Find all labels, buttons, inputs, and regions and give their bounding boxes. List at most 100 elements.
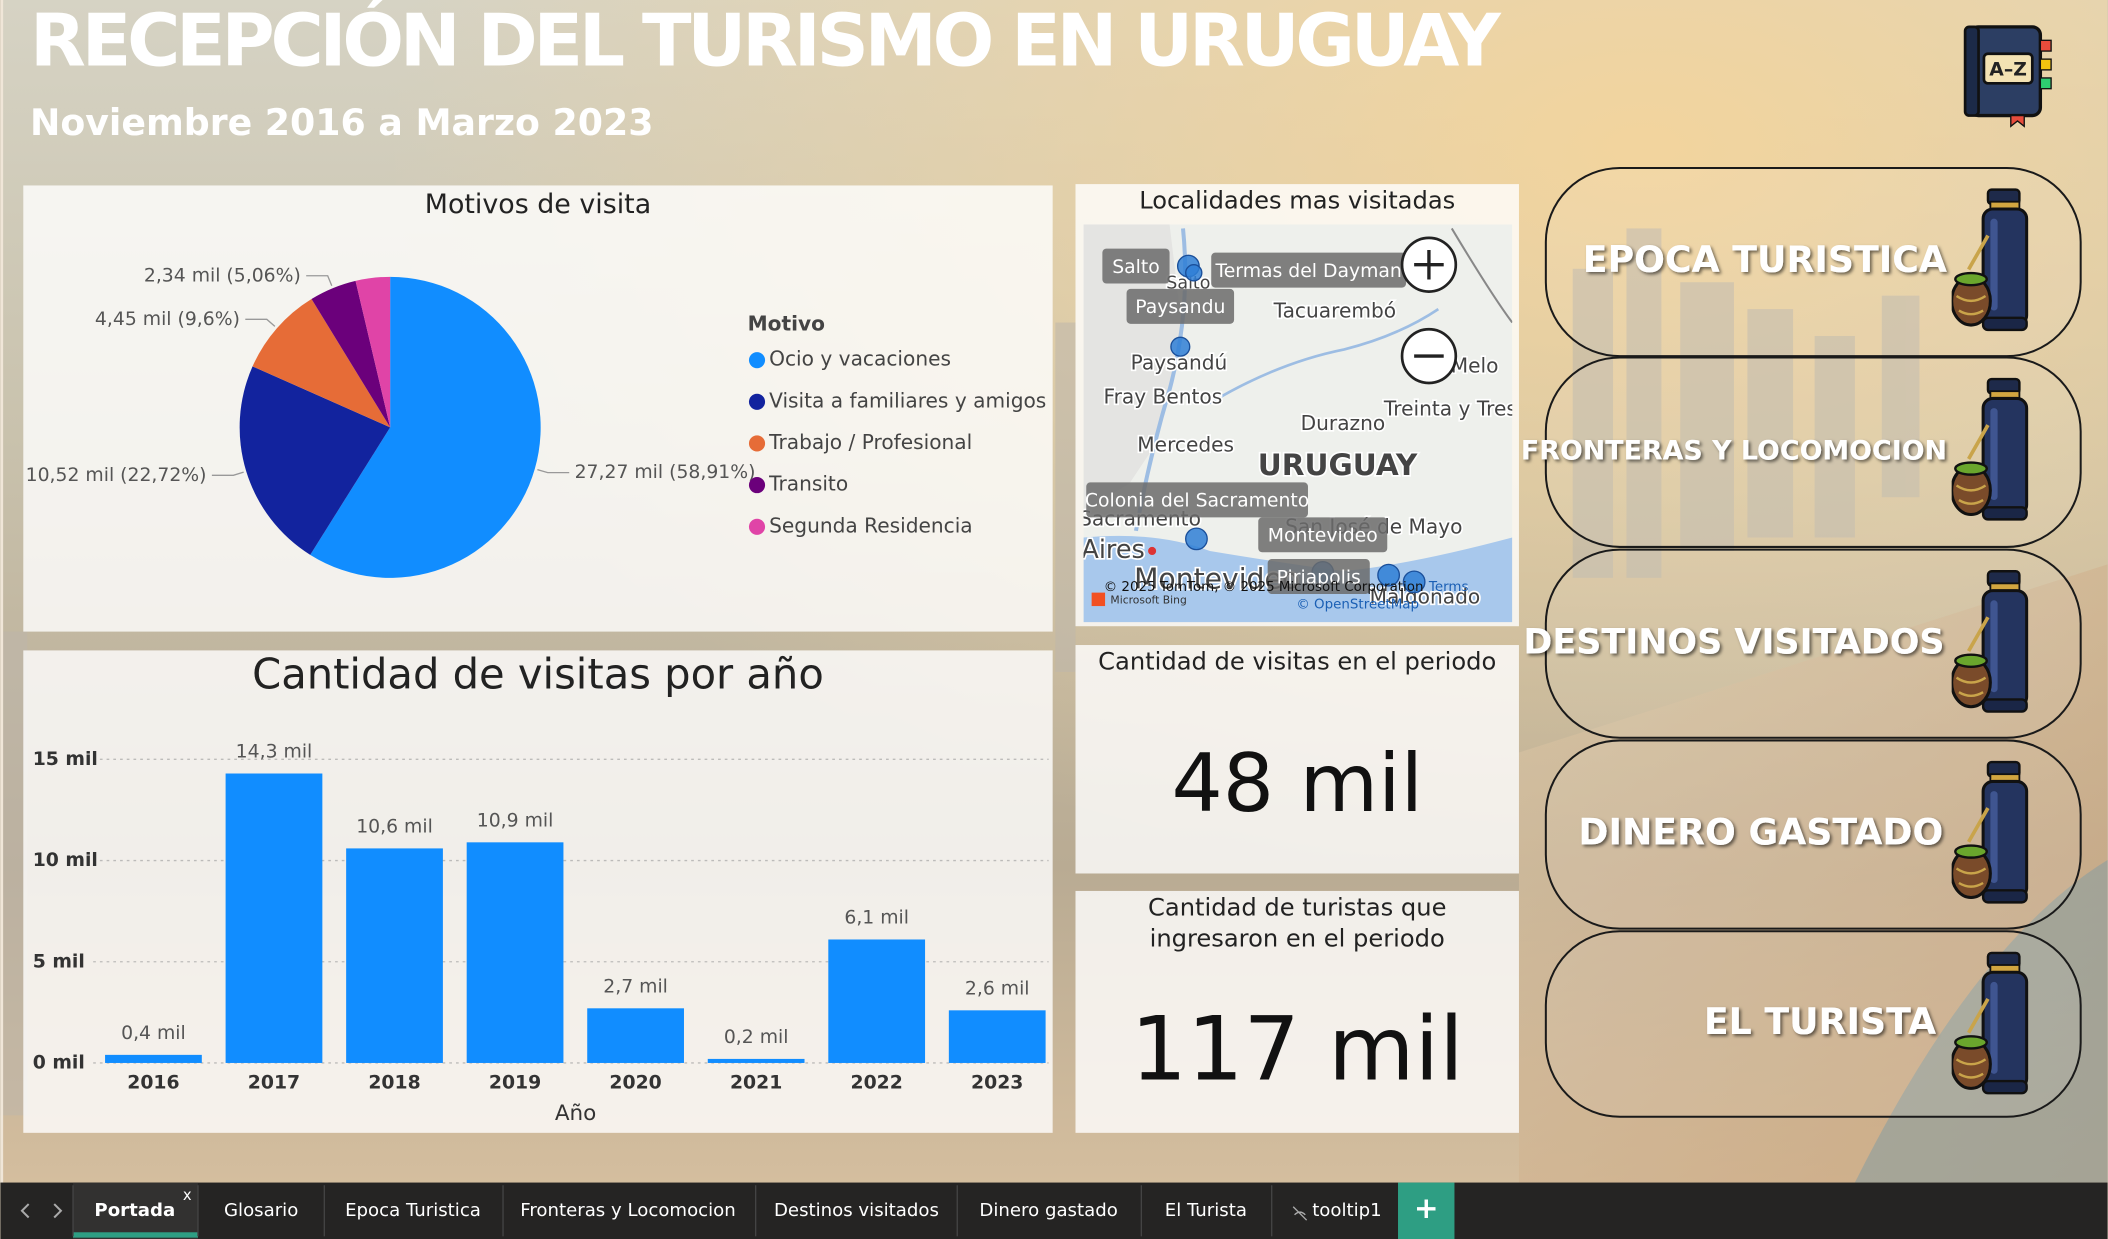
pie-slice (311, 280, 391, 428)
x-axis-title: Año (555, 1101, 597, 1126)
chart-title: Motivos de visita (425, 189, 651, 220)
nav-button[interactable]: DESTINOS VISITADOS (1523, 548, 2082, 739)
y-tick-label: 0 mil (33, 1052, 85, 1073)
x-tick-label: 2021 (730, 1073, 782, 1094)
edge (0, 0, 4, 1183)
x-tick-label: 2023 (971, 1073, 1023, 1094)
tab-prev[interactable] (20, 1203, 30, 1219)
bar-chart: Cantidad de visitas por año 0 mil 5 mil 10 … (33, 649, 1049, 1126)
legend-title: Motivo (748, 312, 825, 336)
zoom-out[interactable] (1400, 327, 1458, 385)
data-label: 14,3 mil (236, 742, 313, 763)
legend-label: Segunda Residencia (769, 513, 973, 537)
pie-slice (252, 299, 391, 428)
map-tooltip-box (1211, 252, 1407, 288)
map-attribution: © 2025 TomTom, © 2025 Microsoft Corporat… (1104, 580, 1424, 595)
bar (466, 842, 564, 1063)
map-tooltip-box (1258, 517, 1388, 553)
map-place: Paysandú (1131, 351, 1228, 375)
data-label: 2,7 mil (603, 976, 668, 997)
kpi-panel (1075, 645, 1519, 874)
map-river (1209, 307, 1440, 405)
data-label: 27,27 mil (58,91%) (575, 462, 756, 483)
legend-marker (748, 435, 766, 452)
y-tick-label: 10 mil (33, 850, 98, 871)
data-label: 10,6 mil (356, 816, 433, 837)
tab-close[interactable]: x (183, 1187, 192, 1204)
x-tick-label: 2022 (851, 1073, 903, 1094)
tab[interactable]: Portada (94, 1200, 175, 1221)
x-tick-label: 2017 (248, 1073, 300, 1094)
map-tooltip: Paysandu (1135, 297, 1225, 318)
tab[interactable]: El Turista (1165, 1200, 1247, 1221)
nav-button-label: FRONTERAS Y LOCOMOCION (1521, 436, 1947, 467)
tab-add-box (1398, 1182, 1455, 1239)
page-subtitle: Noviembre 2016 a Marzo 2023 (30, 101, 653, 144)
map-place: Aires (1081, 535, 1144, 565)
map-tooltip: Montevideo (1268, 526, 1378, 547)
tab[interactable]: Dinero gastado (979, 1200, 1117, 1221)
tab-add[interactable]: + (1414, 1191, 1439, 1225)
map-tooltip: Salto (1112, 257, 1160, 278)
zoom-in[interactable] (1400, 236, 1458, 293)
bar (948, 1010, 1046, 1063)
nav-button-frame (1544, 930, 2082, 1118)
map-bubbles (1170, 254, 1426, 594)
pie-slice (310, 276, 541, 578)
nav-button-frame (1544, 166, 2082, 358)
tab[interactable]: Fronteras y Locomocion (520, 1200, 736, 1221)
nav-button[interactable]: EL TURISTA (1544, 930, 2082, 1118)
map-place: Maldonado (1370, 584, 1481, 608)
map-tooltip: Termas del Dayman (1214, 261, 1401, 282)
legend-marker (748, 477, 766, 494)
nav-buttons: EPOCA TURISTICA FRONTERAS Y LOCOMOCION DES… (1521, 166, 2082, 1118)
legend-marker (748, 518, 766, 535)
map: Salto Tacuarembó Paysandú Melo Fray Bentos Tr… (1081, 224, 1517, 623)
kpi-value: 48 mil (1171, 737, 1423, 831)
nav-button[interactable]: EPOCA TURISTICA (1544, 166, 2082, 358)
data-label: 6,1 mil (844, 907, 909, 928)
map-place: URUGUAY (1258, 448, 1418, 482)
city (0, 228, 1920, 1116)
bar (225, 773, 323, 1063)
leader-line (306, 275, 333, 286)
data-label: 4,45 mil (9,6%) (95, 309, 240, 330)
x-tick-label: 2018 (368, 1073, 420, 1094)
bar (828, 939, 926, 1063)
nav-button-label: EL TURISTA (1704, 1000, 1936, 1043)
legend-label: Trabajo / Profesional (768, 430, 972, 454)
glossary-icon-label: A–Z (1989, 59, 2027, 80)
map-tooltip: Colonia del Sacramento (1085, 491, 1309, 512)
tab[interactable]: Destinos visitados (774, 1200, 939, 1221)
x-tick-label: 2016 (127, 1073, 179, 1094)
data-label: 10,9 mil (477, 810, 554, 831)
tab-next[interactable] (53, 1203, 63, 1219)
tab[interactable]: tooltip1 (1312, 1200, 1382, 1221)
pie-slice (355, 276, 391, 428)
map-provider: Microsoft Bing (1110, 594, 1186, 607)
map-osm[interactable]: © OpenStreetMap (1296, 598, 1419, 613)
tab[interactable]: Epoca Turistica (345, 1200, 481, 1221)
map-place: Treinta y Tres (1383, 396, 1517, 420)
legend-label: Ocio y vacaciones (769, 347, 951, 371)
map-capital (1148, 546, 1157, 555)
nav-button-frame (1544, 356, 2082, 548)
y-tick-label: 15 mil (33, 749, 98, 770)
data-label: 0,4 mil (121, 1023, 186, 1044)
nav-button[interactable]: DINERO GASTADO (1544, 739, 2082, 930)
tab[interactable]: Glosario (224, 1200, 298, 1221)
glossary-icon[interactable]: A–Z (1963, 25, 2052, 128)
legend-marker (748, 393, 766, 410)
nav-button-label: DINERO GASTADO (1578, 811, 1943, 854)
nav-button[interactable]: FRONTERAS Y LOCOMOCION (1521, 356, 2082, 548)
kpi-title: ingresaron en el periodo (1150, 924, 1445, 952)
x-tick-label: 2020 (609, 1073, 661, 1094)
hidden-icon (1292, 1206, 1308, 1221)
data-label: 10,52 mil (22,72%) (26, 465, 207, 486)
map-terms[interactable]: Terms (1428, 580, 1469, 595)
kpi-title: Cantidad de visitas en el periodo (1098, 648, 1496, 676)
bar (105, 1054, 202, 1063)
pie-chart: Motivos de visita 27,27 mil (58,91%) Ocio … (26, 189, 1046, 578)
pie-slice (239, 366, 391, 555)
